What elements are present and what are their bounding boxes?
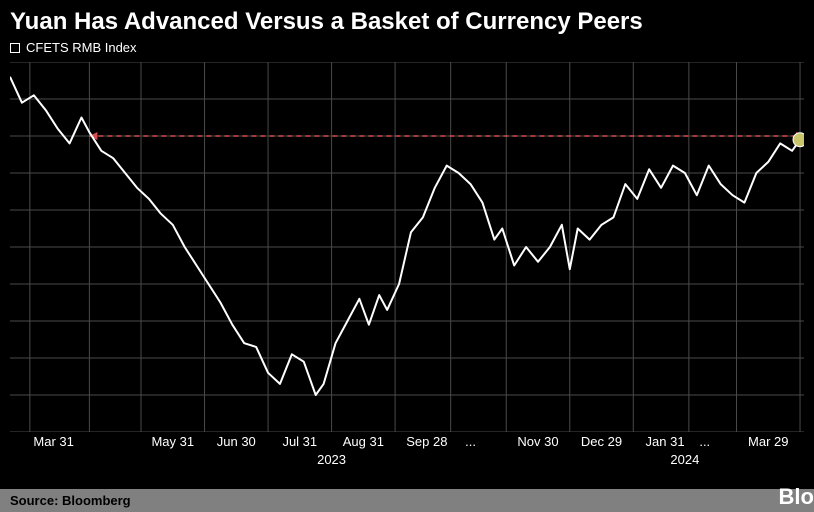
chart-area: Mar 31 May 31 Jun 30 Jul 31 Aug 31 Sep 28... N… (0, 62, 814, 462)
line-chart-svg (10, 62, 804, 432)
x-tick-label: Sep 28 (406, 434, 447, 449)
x-tick-label: Mar 29 (748, 434, 788, 449)
x-year-label: 2024 (670, 452, 699, 467)
legend: CFETS RMB Index (0, 40, 814, 61)
x-tick-label: Jun 30 (217, 434, 256, 449)
legend-swatch (10, 43, 20, 53)
x-tick-label: Aug 31 (343, 434, 384, 449)
x-tick-label: May 31 (151, 434, 194, 449)
chart-title: Yuan Has Advanced Versus a Basket of Cur… (0, 0, 814, 40)
x-tick-label: Jul 31 (282, 434, 317, 449)
x-year-label: 2023 (317, 452, 346, 467)
x-tick-label: ... (699, 434, 710, 449)
x-tick-label: Nov 30 (517, 434, 558, 449)
x-tick-label: Mar 31 (33, 434, 73, 449)
legend-label: CFETS RMB Index (26, 40, 137, 55)
source-attribution: Source: Bloomberg (0, 489, 814, 512)
x-tick-label: Dec 29 (581, 434, 622, 449)
plot-area (10, 62, 804, 432)
x-tick-label: ... (465, 434, 476, 449)
bloomberg-logo-fragment: Blo (779, 484, 814, 512)
x-tick-label: Jan 31 (646, 434, 685, 449)
x-axis: Mar 31 May 31 Jun 30 Jul 31 Aug 31 Sep 28... N… (10, 434, 804, 474)
